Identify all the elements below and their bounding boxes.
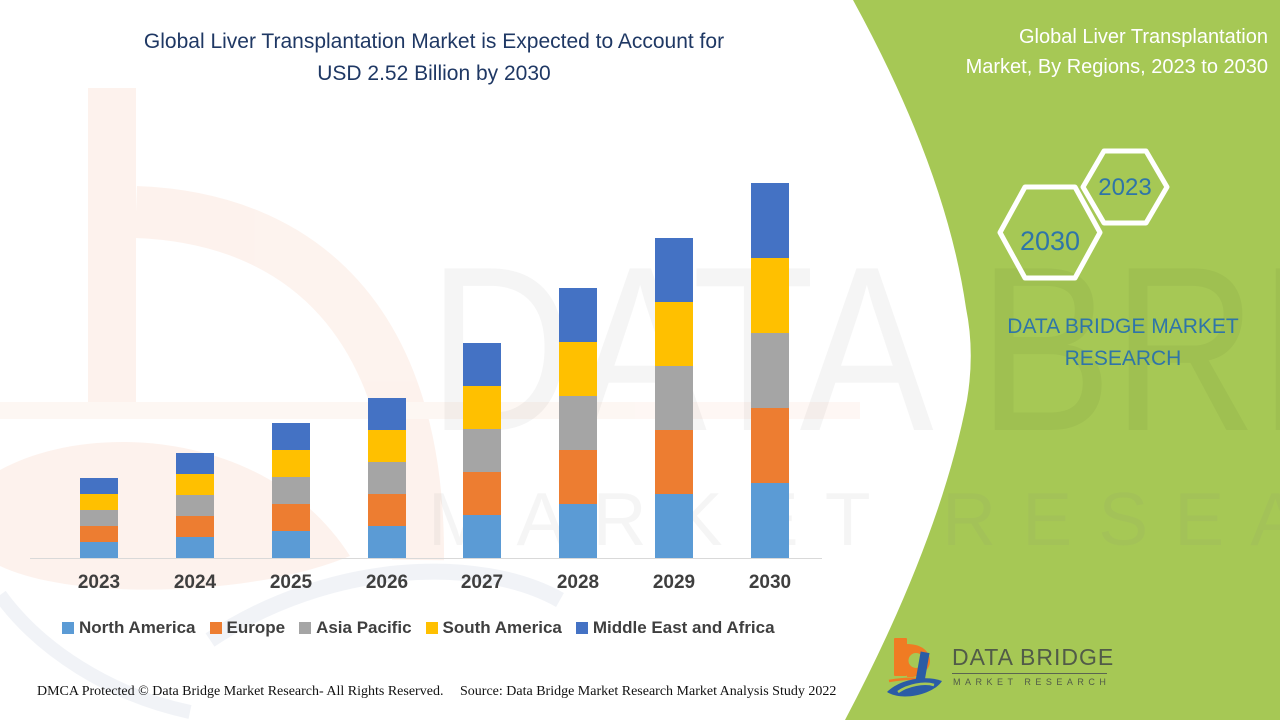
bar-2024	[176, 453, 214, 558]
x-label-2025: 2025	[269, 572, 313, 593]
bar-2023-segment-south-america	[80, 494, 118, 510]
bar-2025-segment-asia-pacific	[272, 477, 310, 504]
bar-2028	[559, 288, 597, 558]
hexagon-2030	[997, 184, 1103, 281]
x-label-2028: 2028	[556, 572, 600, 593]
bar-2030	[751, 183, 789, 558]
x-label-2029: 2029	[652, 572, 696, 593]
bar-2028-segment-south-america	[559, 342, 597, 396]
hexagon-2023	[1080, 148, 1170, 226]
bar-2028-segment-middle-east-and-africa	[559, 288, 597, 342]
bar-2027-segment-europe	[463, 472, 501, 515]
bar-2030-segment-north-america	[751, 483, 789, 558]
x-label-2023: 2023	[77, 572, 121, 593]
bar-2024-segment-north-america	[176, 537, 214, 558]
data-bridge-logo-icon	[887, 638, 942, 697]
hexagon-2030-label: 2030	[1019, 226, 1081, 256]
side-panel-title: Global Liver Transplantation Market, By …	[848, 22, 1268, 82]
bar-2025-segment-middle-east-and-africa	[272, 423, 310, 450]
bar-2023	[80, 478, 118, 558]
bar-2026	[368, 398, 406, 558]
bar-2026-segment-south-america	[368, 430, 406, 462]
bar-2025-segment-south-america	[272, 450, 310, 477]
bar-2024-segment-middle-east-and-africa	[176, 453, 214, 474]
bar-2029-segment-south-america	[655, 302, 693, 366]
legend-item-europe: Europe	[209, 618, 286, 638]
legend-item-asia-pacific: Asia Pacific	[299, 618, 412, 638]
legend-label-asia-pacific: Asia Pacific	[316, 618, 412, 637]
green-side-panel	[845, 0, 1280, 720]
side-panel-title-line2: Market, By Regions, 2023 to 2030	[965, 56, 1268, 78]
page-title-line1: Global Liver Transplantation Market is E…	[143, 30, 725, 53]
logo-wordmark: DATA BRIDGE	[952, 644, 1115, 670]
legend-item-north-america: North America	[62, 618, 196, 638]
watermark-row-text: MARKET RESEARCH	[428, 477, 1280, 561]
bar-2029-segment-asia-pacific	[655, 366, 693, 430]
bar-2023-segment-europe	[80, 526, 118, 542]
side-panel-title-line1: Global Liver Transplantation	[1018, 26, 1268, 48]
legend-item-south-america: South America	[425, 618, 562, 638]
legend-swatch-north-america	[62, 622, 74, 634]
bar-2027	[463, 343, 501, 558]
bar-2023-segment-asia-pacific	[80, 510, 118, 526]
page-title-line2: USD 2.52 Billion by 2030	[317, 62, 551, 85]
brand-text: DATA BRIDGE MARKET RESEARCH	[955, 311, 1280, 375]
bar-2024-segment-europe	[176, 516, 214, 537]
bar-2027-segment-south-america	[463, 386, 501, 429]
x-label-2027: 2027	[460, 572, 504, 593]
legend-label-middle-east-and-africa: Middle East and Africa	[592, 618, 775, 637]
footer-source-text: Source: Data Bridge Market Research Mark…	[460, 684, 837, 699]
brand-text-line2: RESEARCH	[1064, 347, 1182, 370]
x-label-2024: 2024	[173, 572, 217, 593]
legend-swatch-asia-pacific	[299, 622, 312, 634]
bar-2029-segment-middle-east-and-africa	[655, 238, 693, 302]
legend-label-south-america: South America	[442, 618, 562, 637]
chart-legend: North America Europe Asia Pacific South Ame…	[62, 618, 775, 638]
bar-2024-segment-south-america	[176, 474, 214, 495]
bar-2026-segment-europe	[368, 494, 406, 526]
bar-2024-segment-asia-pacific	[176, 495, 214, 516]
bar-2027-segment-north-america	[463, 515, 501, 558]
x-axis-line	[30, 558, 822, 559]
logo-subtext: MARKET RESEARCH	[953, 677, 1111, 687]
bar-2026-segment-asia-pacific	[368, 462, 406, 494]
bar-2028-segment-asia-pacific	[559, 396, 597, 450]
bar-2028-segment-north-america	[559, 504, 597, 558]
x-label-2026: 2026	[365, 572, 409, 593]
legend-swatch-middle-east-and-africa	[575, 622, 588, 634]
bar-2027-segment-asia-pacific	[463, 429, 501, 472]
legend-swatch-europe	[209, 622, 222, 634]
hexagon-2023-label: 2023	[1098, 174, 1152, 201]
logo-underline	[952, 673, 1107, 674]
bar-2025-segment-europe	[272, 504, 310, 531]
legend-label-europe: Europe	[226, 618, 286, 637]
bar-2030-segment-middle-east-and-africa	[751, 183, 789, 258]
bar-2023-segment-north-america	[80, 542, 118, 558]
bar-2028-segment-europe	[559, 450, 597, 504]
bar-2029-segment-north-america	[655, 494, 693, 558]
legend-label-north-america: North America	[79, 618, 196, 637]
legend-swatch-south-america	[425, 622, 438, 634]
bar-2030-segment-asia-pacific	[751, 333, 789, 408]
bar-2025-segment-north-america	[272, 531, 310, 558]
bar-2029-segment-europe	[655, 430, 693, 494]
bar-2026-segment-middle-east-and-africa	[368, 398, 406, 430]
bar-2025	[272, 423, 310, 558]
page-title: Global Liver Transplantation Market is E…	[0, 26, 868, 90]
bar-2023-segment-middle-east-and-africa	[80, 478, 118, 494]
bar-2027-segment-middle-east-and-africa	[463, 343, 501, 386]
footer-dmca-text: DMCA Protected © Data Bridge Market Rese…	[37, 684, 444, 699]
x-label-2030: 2030	[748, 572, 792, 593]
bar-2029	[655, 238, 693, 558]
legend-item-middle-east-and-africa: Middle East and Africa	[575, 618, 775, 638]
brand-text-line1: DATA BRIDGE MARKET	[1007, 315, 1239, 338]
bar-2030-segment-south-america	[751, 258, 789, 333]
bar-2026-segment-north-america	[368, 526, 406, 558]
bar-2030-segment-europe	[751, 408, 789, 483]
